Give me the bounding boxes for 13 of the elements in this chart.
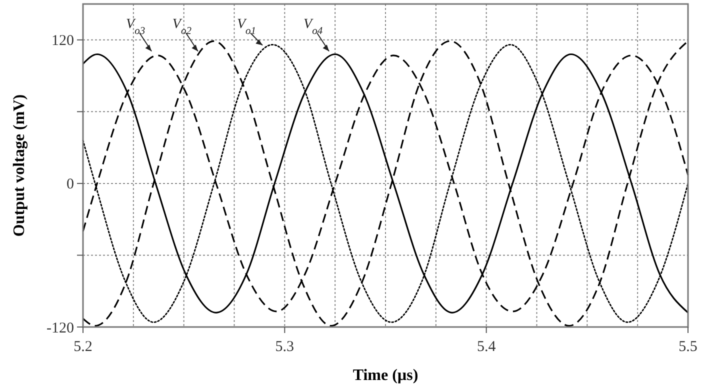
y-tick-label: 120 — [52, 33, 74, 50]
y-tick-label: -120 — [46, 320, 74, 336]
x-tick-label: 5.2 — [74, 339, 92, 355]
x-tick-label: 5.5 — [678, 339, 698, 355]
y-axis-title: Output voltage (mV) — [11, 94, 28, 237]
annotation: V$_{o4}$ — [304, 17, 324, 36]
x-tick-label: 5.3 — [275, 339, 294, 355]
x-tick-label: 5.4 — [476, 339, 496, 355]
annotation: V$_{o2}$ — [172, 17, 192, 36]
y-tick-label: 0 — [66, 176, 74, 193]
annotation: V$_{o1}$ — [236, 17, 256, 36]
annotation: V$_{o3}$ — [126, 17, 146, 36]
x-axis-title: Time (µs) — [352, 367, 418, 384]
